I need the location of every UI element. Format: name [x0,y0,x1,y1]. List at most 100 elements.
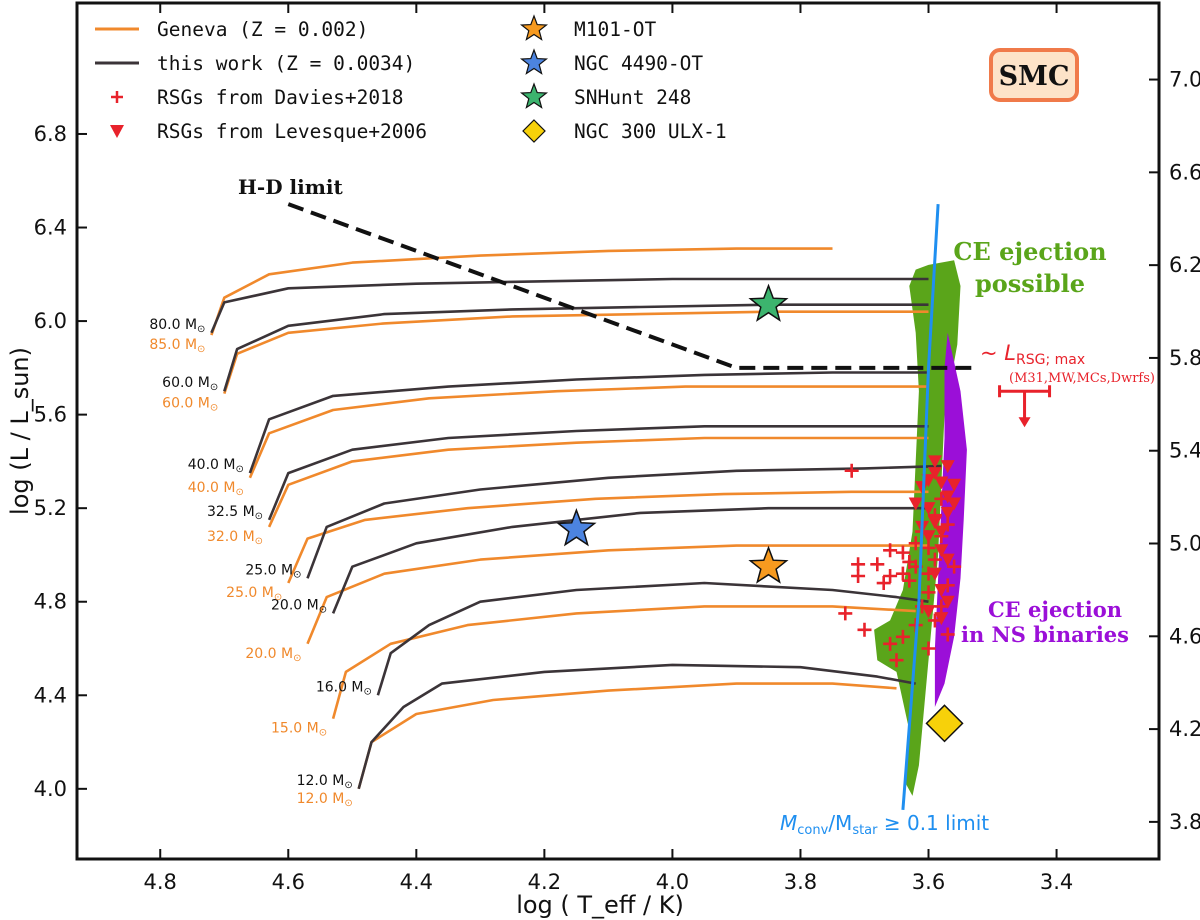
mass-label: 60.0 M⊙ [162,396,218,414]
legend-star-swatch [519,48,549,75]
y-tick-label-right: 7.0 [1169,68,1200,92]
mass-label: 40.0 M⊙ [188,480,244,498]
rsg-levesque-point [940,506,955,520]
legend-entry-label: SNHunt 248 [574,86,691,109]
rsg-davies-point [947,559,962,574]
transient-diamond [925,704,964,743]
rsg-davies-point [895,566,910,581]
mass-label: 32.0 M⊙ [207,529,263,547]
legend-entry-label: RSGs from Levesque+2006 [157,120,427,143]
rsg-davies-point [895,629,910,644]
legend-entry-label: M101-OT [574,18,656,41]
rsg-levesque-point [921,502,936,516]
geneva-track [210,247,833,336]
mass-label: 60.0 M⊙ [162,375,218,393]
mass-label: 32.5 M⊙ [207,504,263,522]
rsg-davies-point [870,557,885,572]
rsg-levesque-point [921,605,936,619]
mass-label: 15.0 M⊙ [271,721,327,739]
x-tick-label: 3.6 [912,870,945,894]
rsg-davies-point [844,463,859,478]
mass-label: 12.0 M⊙ [297,791,353,809]
rsg-davies-point [921,585,936,600]
transients-layer [556,283,964,743]
rsg-davies-point [927,552,942,567]
rsg-levesque-point [934,476,949,490]
rsg-davies-point [934,599,949,614]
y-tick-label-right: 3.8 [1169,810,1200,834]
x-tick-label: 3.4 [1040,870,1073,894]
y-tick-label-right: 5.4 [1169,439,1200,463]
lrsg-max-label: ~ LRSG; max [980,341,1085,368]
this-work-track [306,464,942,579]
rsg-davies-point [921,540,936,555]
x-tick-label: 4.0 [656,870,689,894]
rsg-levesque-point [934,525,949,539]
mass-label: 25.0 M⊙ [226,585,282,603]
conv-limit-line [901,204,940,811]
geneva-track [248,385,929,479]
rsg-davies-point [889,653,904,668]
galaxy-label: SMC [999,61,1070,92]
legend-entry-label: this work (Z = 0.0034) [157,52,415,75]
rsg-davies-point [857,622,872,637]
mass-label: 20.0 M⊙ [271,597,327,615]
axes-layer: 4.8 4.6 4.4 4.2 4.0 3.8 3.6 3.4 4.0 4.4 4.8 5.2 5.6 6… [34,3,1200,894]
y-tick-label-left: 6.8 [34,122,67,146]
x-tick-label: 4.6 [272,870,305,894]
rsg-levesque-point [940,460,955,474]
rsg-davies-point [895,545,910,560]
geneva-track [223,310,929,394]
y-tick-label-left: 4.0 [34,777,67,801]
mass-label: 12.0 M⊙ [297,773,353,791]
legend-entry-label: Geneva (Z = 0.002) [157,18,368,41]
this-work-track [267,425,929,521]
this-work-track [223,303,929,392]
rsg-levesque-point [934,584,949,598]
legend: Geneva (Z = 0.002) this work (Z = 0.0034)… [95,14,727,143]
geneva-track [331,605,916,720]
y-tick-label-right: 4.6 [1169,624,1200,648]
rsg-levesque-point [940,595,955,609]
this-work-track [357,663,916,790]
legend-entry-label: RSGs from Davies+2018 [157,86,404,109]
lrsg-max-arrowhead [1018,417,1031,428]
legend-entry-label: NGC 300 ULX-1 [574,120,727,143]
y-tick-label-right: 4.2 [1169,717,1200,741]
y-tick-label-right: 5.8 [1169,346,1200,370]
rsg-levesque-point [927,455,942,469]
mass-label: 85.0 M⊙ [149,337,205,355]
y-tick-label-right: 6.6 [1169,160,1200,184]
y-tick-label-left: 6.4 [34,216,67,240]
rsg-levesque-point [940,553,955,567]
plot-frame [75,1,1161,861]
legend-diamond-swatch [522,119,546,143]
mass-label: 25.0 M⊙ [245,562,301,580]
rsg-levesque-point [940,490,955,504]
lrsg-max-note: (M31,MW,MCs,Dwrfs) [1009,371,1155,386]
mass-label: 40.0 M⊙ [188,457,244,475]
legend-plus-swatch [111,91,123,103]
y-tick-label-left: 6.0 [34,309,67,333]
hd-limit-line [287,202,974,370]
lrsg-max-errorbar [998,385,1052,420]
rsg-davies-point [851,557,866,572]
rsg-davies-point [883,543,898,558]
y-tick-label-right: 5.0 [1169,532,1200,556]
ce-possible-label: CE ejection possible [953,237,1106,298]
rsg-levesque-point [927,467,942,481]
x-tick-label: 4.4 [400,870,433,894]
geneva-track [287,490,929,584]
geneva-track [306,544,929,645]
rsg-davies-point [883,569,898,584]
y-tick-label-left: 5.6 [34,403,67,427]
x-axis-title: log ( T_eff / K) [516,891,684,919]
annotations-layer: 12.0 M⊙16.0 M⊙20.0 M⊙25.0 M⊙32.5 M⊙40.0 … [149,175,1155,838]
rsg-davies-point [940,627,955,642]
geneva-track [267,436,929,528]
rsg-levesque-point [927,516,942,530]
rsg-levesque-point [947,497,962,511]
x-tick-label: 4.8 [144,870,177,894]
mass-label: 80.0 M⊙ [149,317,205,335]
rsg-davies-point [838,606,853,621]
